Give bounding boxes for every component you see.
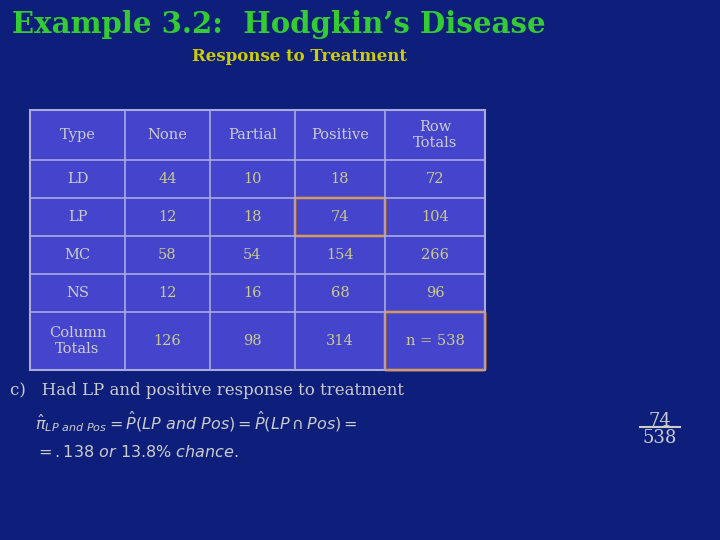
Text: Positive: Positive	[311, 128, 369, 142]
Text: Response to Treatment: Response to Treatment	[192, 48, 407, 65]
Text: Column
Totals: Column Totals	[49, 326, 107, 356]
Text: Type: Type	[60, 128, 96, 142]
Text: Partial: Partial	[228, 128, 277, 142]
Text: 12: 12	[158, 286, 176, 300]
Text: 154: 154	[326, 248, 354, 262]
Text: 44: 44	[158, 172, 176, 186]
Text: 16: 16	[243, 286, 262, 300]
Text: 126: 126	[153, 334, 181, 348]
Text: 74: 74	[649, 412, 671, 430]
Text: 12: 12	[158, 210, 176, 224]
Text: $= .138\ or\ 13.8\%\ \mathit{chance.}$: $= .138\ or\ 13.8\%\ \mathit{chance.}$	[35, 444, 239, 461]
Text: MC: MC	[64, 248, 91, 262]
Text: 18: 18	[330, 172, 349, 186]
Text: 72: 72	[426, 172, 444, 186]
Text: 58: 58	[158, 248, 177, 262]
Text: 68: 68	[330, 286, 349, 300]
FancyBboxPatch shape	[30, 110, 485, 370]
Text: 54: 54	[243, 248, 262, 262]
Text: c)   Had LP and positive response to treatment: c) Had LP and positive response to treat…	[10, 382, 404, 399]
Text: NS: NS	[66, 286, 89, 300]
Text: LD: LD	[67, 172, 89, 186]
Text: Example 3.2:  Hodgkin’s Disease: Example 3.2: Hodgkin’s Disease	[12, 10, 546, 39]
Text: None: None	[148, 128, 187, 142]
Text: LP: LP	[68, 210, 87, 224]
Text: 18: 18	[243, 210, 262, 224]
Text: 538: 538	[643, 429, 678, 447]
Text: 98: 98	[243, 334, 262, 348]
Text: 314: 314	[326, 334, 354, 348]
Text: 10: 10	[243, 172, 262, 186]
Text: 96: 96	[426, 286, 444, 300]
Text: 104: 104	[421, 210, 449, 224]
Text: 74: 74	[330, 210, 349, 224]
Text: 266: 266	[421, 248, 449, 262]
Text: n = 538: n = 538	[405, 334, 464, 348]
Text: Row
Totals: Row Totals	[413, 120, 457, 150]
Text: $\hat{\pi}_{LP\ and\ Pos} = \hat{P}(LP\ and\ Pos) = \hat{P}(LP \cap Pos) =$: $\hat{\pi}_{LP\ and\ Pos} = \hat{P}(LP\ …	[35, 410, 358, 434]
